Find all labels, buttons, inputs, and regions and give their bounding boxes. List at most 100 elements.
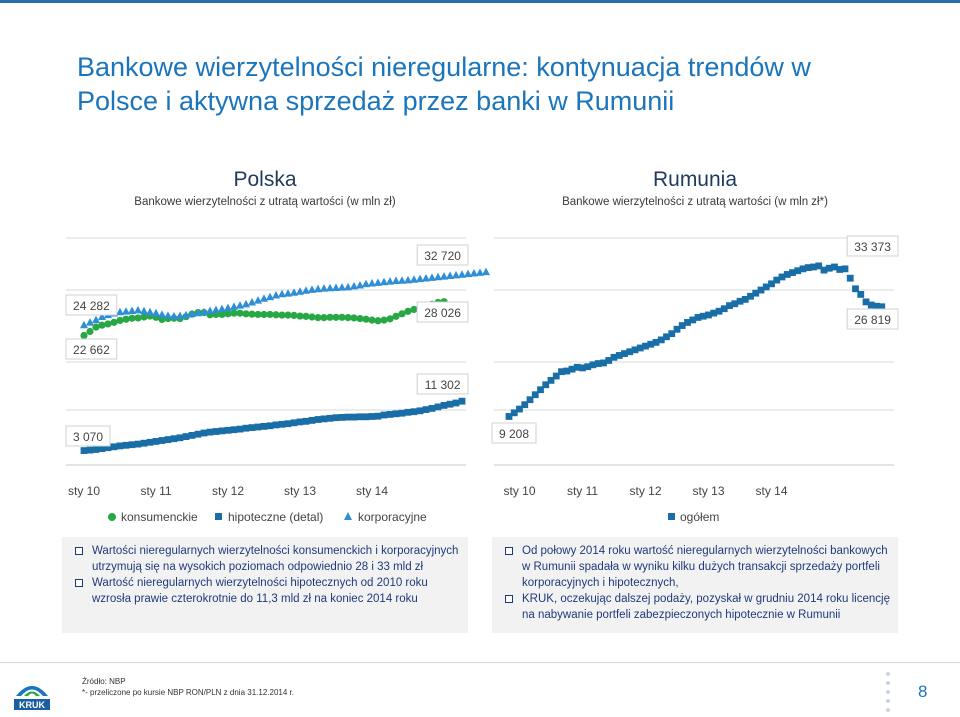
page-title: Bankowe wierzytelności nieregularne: kon… bbox=[77, 52, 811, 116]
mortgage-point bbox=[416, 407, 424, 415]
mortgage-point bbox=[398, 409, 406, 417]
corporate-point bbox=[158, 310, 166, 318]
consumer-last-label-box bbox=[416, 301, 469, 323]
total-point bbox=[831, 263, 838, 271]
corporate-point bbox=[386, 277, 394, 285]
consumer-point bbox=[404, 307, 412, 315]
corporate-point bbox=[428, 273, 436, 281]
corporate-point bbox=[188, 309, 196, 318]
corporate-point bbox=[410, 275, 418, 283]
x-tick-label: sty 10 bbox=[68, 484, 100, 498]
corporate-point bbox=[122, 307, 130, 315]
total-point bbox=[810, 263, 817, 271]
corporate-point bbox=[164, 311, 172, 319]
consumer-point bbox=[122, 315, 130, 323]
corporate-point bbox=[80, 320, 88, 329]
footer-source: Źródło: NBP bbox=[82, 677, 126, 686]
corporate-point bbox=[278, 289, 286, 298]
mortgage-point bbox=[242, 424, 250, 432]
mortgage-point bbox=[212, 428, 220, 435]
corporate-point bbox=[170, 311, 178, 320]
corporate-point bbox=[86, 318, 94, 326]
mortgage-point bbox=[374, 412, 382, 420]
total-point bbox=[699, 312, 707, 320]
mortgage-point bbox=[164, 436, 172, 443]
total-point bbox=[689, 316, 697, 324]
consumer-first-label-box bbox=[65, 338, 118, 360]
mortgage-point bbox=[248, 424, 256, 431]
total-point bbox=[568, 365, 576, 373]
consumer-point bbox=[362, 315, 370, 323]
consumer-point bbox=[392, 312, 400, 320]
mortgage-point bbox=[428, 405, 436, 412]
total-max-label: 33 373 bbox=[854, 240, 891, 254]
corporate-point bbox=[224, 303, 232, 312]
total-point bbox=[857, 291, 865, 298]
total-last-label: 26 819 bbox=[854, 313, 891, 327]
footer-divider bbox=[0, 662, 960, 663]
kruk-logo: KRUK bbox=[14, 686, 50, 710]
mortgage-point bbox=[326, 414, 334, 422]
mortgage-point bbox=[380, 411, 388, 419]
consumer-point bbox=[92, 323, 100, 331]
total-point bbox=[584, 363, 592, 371]
consumer-point bbox=[110, 318, 118, 326]
corporate-last-label: 32 720 bbox=[424, 249, 461, 263]
total-point bbox=[694, 314, 702, 321]
corporate-point bbox=[134, 305, 142, 314]
total-point bbox=[636, 344, 644, 352]
consumer-point bbox=[242, 310, 250, 318]
mortgage-point bbox=[368, 413, 376, 420]
corporate-point bbox=[206, 306, 214, 314]
total-point bbox=[663, 333, 670, 341]
total-point bbox=[516, 405, 523, 413]
corporate-point bbox=[416, 274, 424, 283]
total-last-label-box bbox=[846, 308, 899, 330]
total-point bbox=[820, 266, 828, 274]
total-point bbox=[610, 353, 618, 361]
consumer-point bbox=[266, 310, 274, 319]
total-point bbox=[631, 346, 639, 354]
total-point bbox=[626, 348, 634, 356]
total-point bbox=[852, 285, 859, 293]
mortgage-point bbox=[188, 432, 196, 439]
total-point bbox=[647, 340, 655, 348]
mortgage-point bbox=[92, 446, 100, 453]
mortgage-point bbox=[104, 444, 112, 452]
total-point bbox=[799, 265, 807, 273]
total-point bbox=[731, 300, 739, 308]
corporate-point bbox=[176, 311, 184, 320]
total-point bbox=[615, 352, 623, 359]
mortgage-point bbox=[170, 435, 178, 443]
corporate-point bbox=[236, 301, 244, 309]
mortgage-point bbox=[230, 426, 238, 434]
consumer-point bbox=[140, 313, 148, 321]
x-tick-label: sty 14 bbox=[755, 484, 787, 498]
mortgage-point bbox=[260, 423, 268, 430]
total-point bbox=[542, 381, 550, 389]
consumer-point bbox=[380, 316, 388, 324]
legend-corporate-label: korporacyjne bbox=[358, 510, 427, 524]
poland-panel-title: Polska bbox=[233, 168, 297, 191]
corporate-point bbox=[398, 276, 406, 284]
corporate-point bbox=[464, 269, 472, 278]
corporate-point bbox=[374, 278, 382, 286]
corporate-point bbox=[146, 307, 154, 316]
corporate-point bbox=[254, 296, 262, 304]
total-point bbox=[526, 396, 534, 404]
total-point bbox=[705, 311, 712, 319]
consumer-point bbox=[80, 331, 88, 340]
footer-note: *- przeliczone po kursie NBP RON/PLN z d… bbox=[82, 688, 294, 697]
consumer-point bbox=[284, 311, 292, 319]
legend-consumer-marker bbox=[108, 513, 116, 521]
total-point bbox=[563, 367, 571, 375]
mortgage-point bbox=[344, 413, 352, 421]
mortgage-point bbox=[128, 441, 136, 449]
corporate-point bbox=[212, 305, 220, 314]
mortgage-point bbox=[350, 413, 358, 421]
total-first-label-box bbox=[491, 422, 537, 444]
total-point bbox=[642, 342, 649, 350]
total-point bbox=[736, 297, 744, 305]
top-accent-bar bbox=[0, 0, 960, 3]
mortgage-point bbox=[80, 447, 88, 454]
